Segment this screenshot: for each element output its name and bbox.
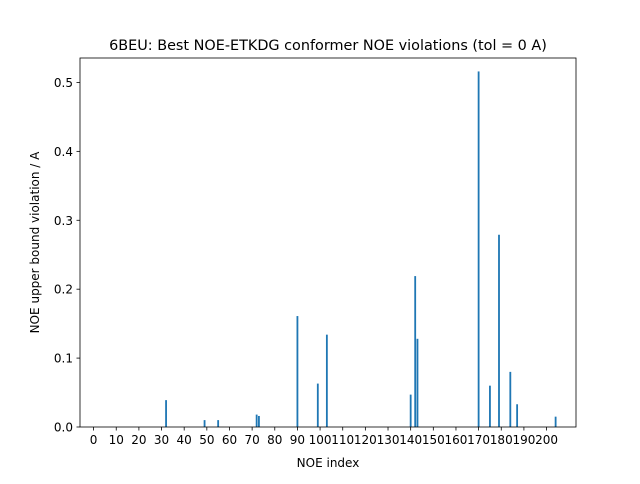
- x-tick-label: 70: [244, 433, 259, 447]
- plot-frame: [79, 57, 577, 428]
- y-axis-label: NOE upper bound violation / A: [28, 151, 42, 334]
- x-tick-label: 100: [309, 433, 332, 447]
- bar-noe-90: [296, 316, 299, 427]
- x-axis-ticks: 0 10 20 30 40 50 60 70 80 90 100 110 120 130 140 150 160…: [90, 427, 558, 447]
- bar-noe-73: [258, 415, 260, 427]
- x-tick-label: 120: [354, 433, 377, 447]
- bars-layer: [165, 71, 557, 427]
- x-tick-label: 200: [535, 433, 558, 447]
- bar-noe-187: [516, 404, 519, 427]
- y-tick-label: 0.3: [54, 214, 73, 228]
- bar-noe-99: [316, 383, 319, 427]
- x-tick-label: 90: [290, 433, 305, 447]
- bar-noe-32: [165, 400, 167, 427]
- x-axis-label: NOE index: [297, 456, 360, 470]
- bar-noe-179: [498, 234, 500, 427]
- bar-noe-55: [217, 420, 220, 427]
- bar-noe-140: [409, 394, 412, 427]
- bar-noe-72: [255, 414, 258, 427]
- y-tick-label: 0.0: [54, 421, 73, 435]
- x-tick-label: 20: [131, 433, 146, 447]
- y-tick-label: 0.5: [54, 76, 73, 90]
- y-axis-ticks: 0.0 0.1 0.2 0.3 0.4 0.5: [54, 76, 80, 435]
- x-tick-label: 110: [331, 433, 354, 447]
- x-tick-label: 140: [399, 433, 422, 447]
- bar-noe-184: [509, 371, 512, 427]
- y-tick-label: 0.1: [54, 352, 73, 366]
- bar-noe-143: [416, 338, 419, 427]
- bar-noe-170: [477, 71, 480, 427]
- x-tick-label: 130: [377, 433, 400, 447]
- chart-title: 6BEU: Best NOE-ETKDG conformer NOE viola…: [109, 38, 547, 54]
- x-tick-label: 80: [267, 433, 282, 447]
- x-tick-label: 50: [199, 433, 214, 447]
- x-tick-label: 190: [512, 433, 535, 447]
- x-tick-label: 160: [445, 433, 468, 447]
- bar-noe-142: [414, 276, 417, 427]
- y-tick-label: 0.4: [54, 145, 73, 159]
- bar-noe-49: [203, 420, 206, 427]
- x-tick-label: 40: [177, 433, 192, 447]
- x-tick-label: 0: [90, 433, 98, 447]
- x-tick-label: 180: [490, 433, 513, 447]
- x-tick-label: 60: [222, 433, 237, 447]
- bar-noe-103: [325, 334, 328, 427]
- x-tick-label: 150: [422, 433, 445, 447]
- x-tick-label: 30: [154, 433, 169, 447]
- bar-noe-204: [554, 416, 557, 427]
- x-tick-label: 170: [467, 433, 490, 447]
- bar-noe-175: [489, 385, 491, 427]
- y-tick-label: 0.2: [54, 283, 73, 297]
- x-tick-label: 10: [109, 433, 124, 447]
